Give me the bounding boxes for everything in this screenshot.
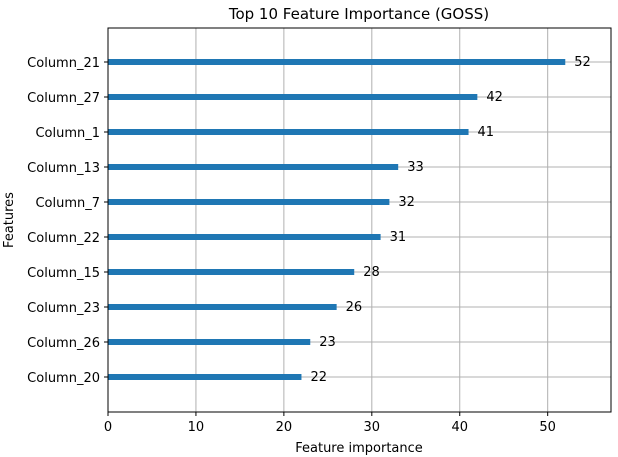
data-label: 41 [478,125,495,140]
data-label: 28 [363,265,380,280]
data-label: 23 [319,335,336,350]
data-label: 31 [390,230,407,245]
data-label: 42 [486,90,503,105]
y-tick-label: Column_26 [27,336,100,351]
bar [108,94,478,100]
y-tick-label: Column_22 [27,231,100,246]
bar [108,269,355,275]
bar [108,234,381,240]
bar [108,304,337,310]
x-tick-label: 40 [451,420,468,435]
bar [108,164,399,170]
bar [108,339,311,345]
data-label: 33 [407,160,424,175]
bar [108,374,302,380]
x-axis-label: Feature importance [295,441,423,456]
bars-layer [108,59,566,380]
data-label: 32 [398,195,415,210]
bar [108,59,566,65]
x-tick-label: 0 [104,420,112,435]
y-tick-label: Column_23 [27,301,100,316]
x-tick-label: 10 [188,420,205,435]
y-tick-label: Column_1 [35,126,100,141]
y-tick-label: Column_13 [27,161,100,176]
y-axis-label: Features [2,192,17,248]
x-tick-label: 50 [539,420,556,435]
y-tick-label: Column_7 [35,196,100,211]
y-tick-label: Column_20 [27,371,100,386]
plot-frame [107,27,612,413]
y-tick-label: Column_15 [27,266,100,281]
bar [108,129,469,135]
x-tick-label: 20 [276,420,293,435]
chart-title: Top 10 Feature Importance (GOSS) [228,5,489,23]
data-label: 22 [310,370,327,385]
y-tick-label: Column_27 [27,91,100,106]
data-label: 52 [574,55,591,70]
grid-layer [107,28,611,412]
y-tick-label: Column_21 [27,56,100,71]
bar [108,199,390,205]
x-tick-label: 30 [364,420,381,435]
data-label: 26 [346,300,363,315]
data-labels: 52 42 41 33 32 31 28 26 23 22 [310,55,590,385]
x-ticks: 0 10 20 30 40 50 [104,412,556,435]
y-ticks: Column_21 Column_27 Column_1 Column_13 Colum… [27,56,108,386]
